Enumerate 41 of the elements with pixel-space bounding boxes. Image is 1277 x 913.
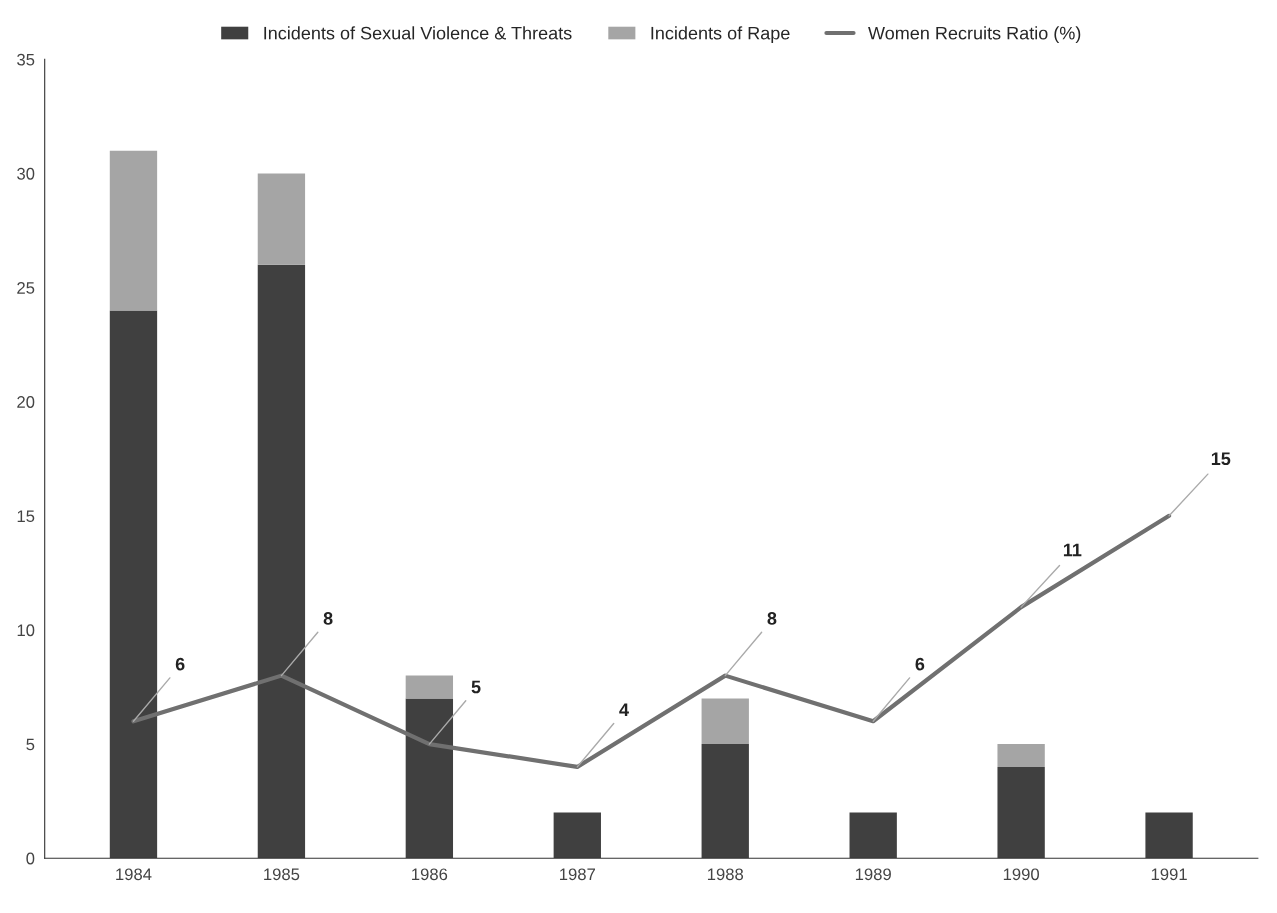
y-tick-label: 30 <box>17 167 35 180</box>
bar <box>257 173 306 265</box>
line-series <box>131 513 1172 770</box>
x-tick-label: 1986 <box>412 868 448 881</box>
bar <box>553 812 601 859</box>
data-label: 15 <box>1211 452 1231 466</box>
x-tick-label: 1989 <box>855 868 891 881</box>
data-label: 8 <box>323 612 333 625</box>
bar <box>109 150 158 311</box>
bar <box>405 675 454 699</box>
x-tick-label: 1987 <box>560 868 595 881</box>
y-tick-label: 25 <box>17 282 35 294</box>
bar <box>997 744 1045 767</box>
legend-label: Incidents of Sexual Violence & Threats <box>264 26 572 40</box>
x-tick-label: 1990 <box>1003 868 1040 881</box>
data-label: 6 <box>175 657 185 671</box>
data-label: 11 <box>1063 543 1082 557</box>
bar <box>997 766 1045 859</box>
y-tick-label: 0 <box>26 852 35 865</box>
y-tick-label: 15 <box>17 510 35 523</box>
x-tick-label: 1985 <box>264 868 300 881</box>
x-tick-label: 1984 <box>116 868 152 881</box>
bar <box>849 812 897 859</box>
y-tick-label: 5 <box>26 738 35 751</box>
x-tick-label: 1991 <box>1151 868 1187 881</box>
bar <box>109 310 158 859</box>
y-tick-label: 20 <box>17 396 35 408</box>
data-label: 4 <box>619 703 629 716</box>
bar <box>701 744 749 859</box>
data-label: 8 <box>767 612 777 625</box>
y-tick-label: 35 <box>17 53 35 66</box>
bar <box>1145 812 1193 859</box>
bar <box>405 698 454 859</box>
legend-label: Women Recruits Ratio (%) <box>868 26 1081 44</box>
legend-label: Incidents of Rape <box>651 26 790 44</box>
data-label: 5 <box>471 680 481 694</box>
x-tick-label: 1988 <box>707 868 744 881</box>
bar <box>701 698 749 745</box>
y-tick-label: 10 <box>17 624 35 637</box>
bar <box>257 264 306 859</box>
data-label: 6 <box>915 657 925 671</box>
